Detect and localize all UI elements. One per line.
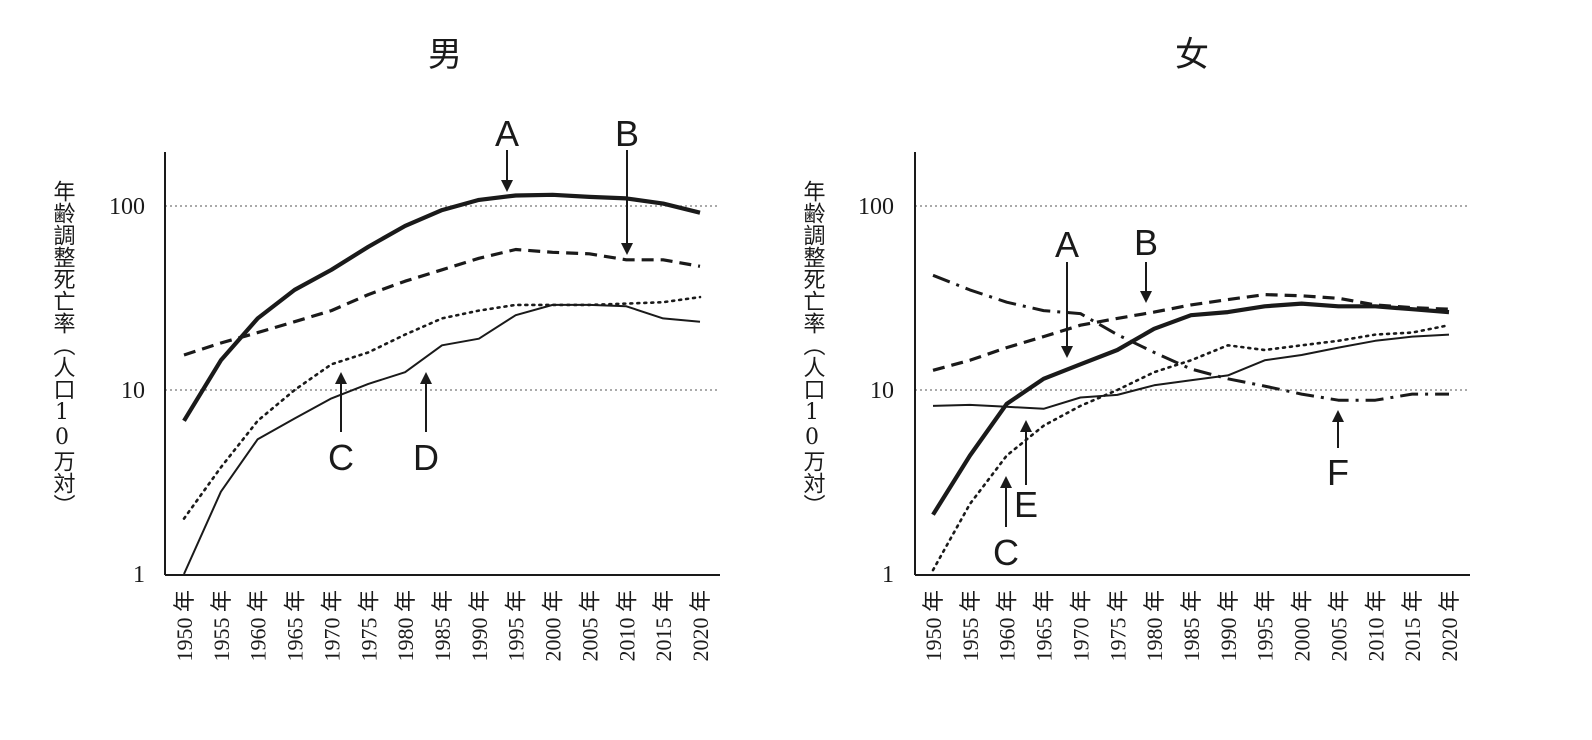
series-line-F	[932, 273, 1449, 402]
x-tick-label: 1960 年	[246, 590, 271, 662]
x-tick-label: 2015 年	[651, 590, 676, 662]
x-tick-label: 2015 年	[1400, 590, 1425, 662]
series-line-B	[932, 293, 1450, 372]
annotation-label-F: F	[1327, 452, 1349, 493]
x-tick-label: 1995 年	[1253, 590, 1278, 662]
y-tick-label: 10	[870, 378, 894, 404]
x-tick-label: 1995 年	[504, 590, 529, 662]
y-axis-label: 年齢調整死亡率（人口10万対）	[50, 180, 76, 516]
x-tick-label: 1960 年	[995, 590, 1020, 662]
x-tick-label: 2010 年	[1363, 590, 1388, 662]
x-tick-label: 1975 年	[1105, 590, 1130, 662]
x-tick-label: 2020 年	[1437, 590, 1462, 662]
chart-panel-1: 男 1 10 100 年齢調整死亡率（人口10万対） 1950 年 1955 年 1960 年…	[50, 35, 720, 662]
x-tick-label: 2020 年	[688, 590, 713, 662]
annotation-label-B: B	[615, 113, 639, 154]
annotation-label-D: D	[413, 437, 439, 478]
x-tick-label: 1980 年	[1142, 590, 1167, 662]
annotation-label-C: C	[993, 532, 1019, 573]
series-line-C	[931, 323, 1451, 572]
annotation-label-B: B	[1134, 222, 1158, 263]
annotation-arrowhead-A	[501, 180, 513, 192]
series-line-D	[183, 303, 701, 575]
series-line-C	[182, 295, 702, 520]
y-tick-label: 1	[882, 562, 894, 588]
x-tick-label: 1965 年	[283, 590, 308, 662]
annotation-arrowhead-D	[420, 372, 432, 384]
y-tick-label: 100	[109, 194, 145, 220]
x-tick-label: 1970 年	[319, 590, 344, 662]
series-line-B	[183, 247, 701, 357]
annotation-arrowhead-B	[1140, 291, 1152, 303]
x-tick-label: 2005 年	[577, 590, 602, 662]
series-line-A	[931, 301, 1450, 516]
annotation-arrowhead-C	[335, 372, 347, 384]
y-tick-label: 100	[858, 194, 894, 220]
chart-title: 男	[428, 35, 462, 75]
annotation-label-C: C	[328, 437, 354, 478]
annotation-arrowhead-F	[1332, 410, 1344, 422]
annotation-arrowhead-C	[1000, 476, 1012, 488]
x-tick-label: 2005 年	[1326, 590, 1351, 662]
y-axis-label: 年齢調整死亡率（人口10万対）	[800, 180, 826, 516]
x-tick-label: 1955 年	[958, 590, 983, 662]
x-tick-label: 2000 年	[1290, 590, 1315, 662]
x-tick-label: 1965 年	[1032, 590, 1057, 662]
x-tick-label: 1985 年	[1179, 590, 1204, 662]
annotation-label-A: A	[495, 113, 519, 154]
annotation-label-A: A	[1055, 224, 1079, 265]
x-tick-label: 1990 年	[1216, 590, 1241, 662]
series-line-E	[932, 333, 1450, 410]
x-tick-label: 1980 年	[393, 590, 418, 662]
x-tick-label: 1955 年	[209, 590, 234, 662]
x-tick-label: 2000 年	[541, 590, 566, 662]
x-tick-label: 1975 年	[356, 590, 381, 662]
series-line-A	[182, 192, 701, 422]
annotation-arrowhead-E	[1020, 420, 1032, 432]
annotation-arrowhead-A	[1061, 346, 1073, 358]
chart-title: 女	[1175, 35, 1209, 75]
x-tick-label: 1970 年	[1068, 590, 1093, 662]
x-tick-label: 1990 年	[467, 590, 492, 662]
annotation-label-E: E	[1014, 484, 1038, 525]
annotation-arrowhead-B	[621, 243, 633, 255]
chart-panel-2: 女 1 10 100 年齢調整死亡率（人口10万対） 1950 年 1955 年 1960 年…	[800, 35, 1470, 662]
y-tick-label: 1	[133, 562, 145, 588]
x-tick-label: 1985 年	[430, 590, 455, 662]
y-tick-label: 10	[121, 378, 145, 404]
x-tick-label: 2010 年	[614, 590, 639, 662]
x-tick-label: 1950 年	[921, 590, 946, 662]
x-tick-label: 1950 年	[172, 590, 197, 662]
